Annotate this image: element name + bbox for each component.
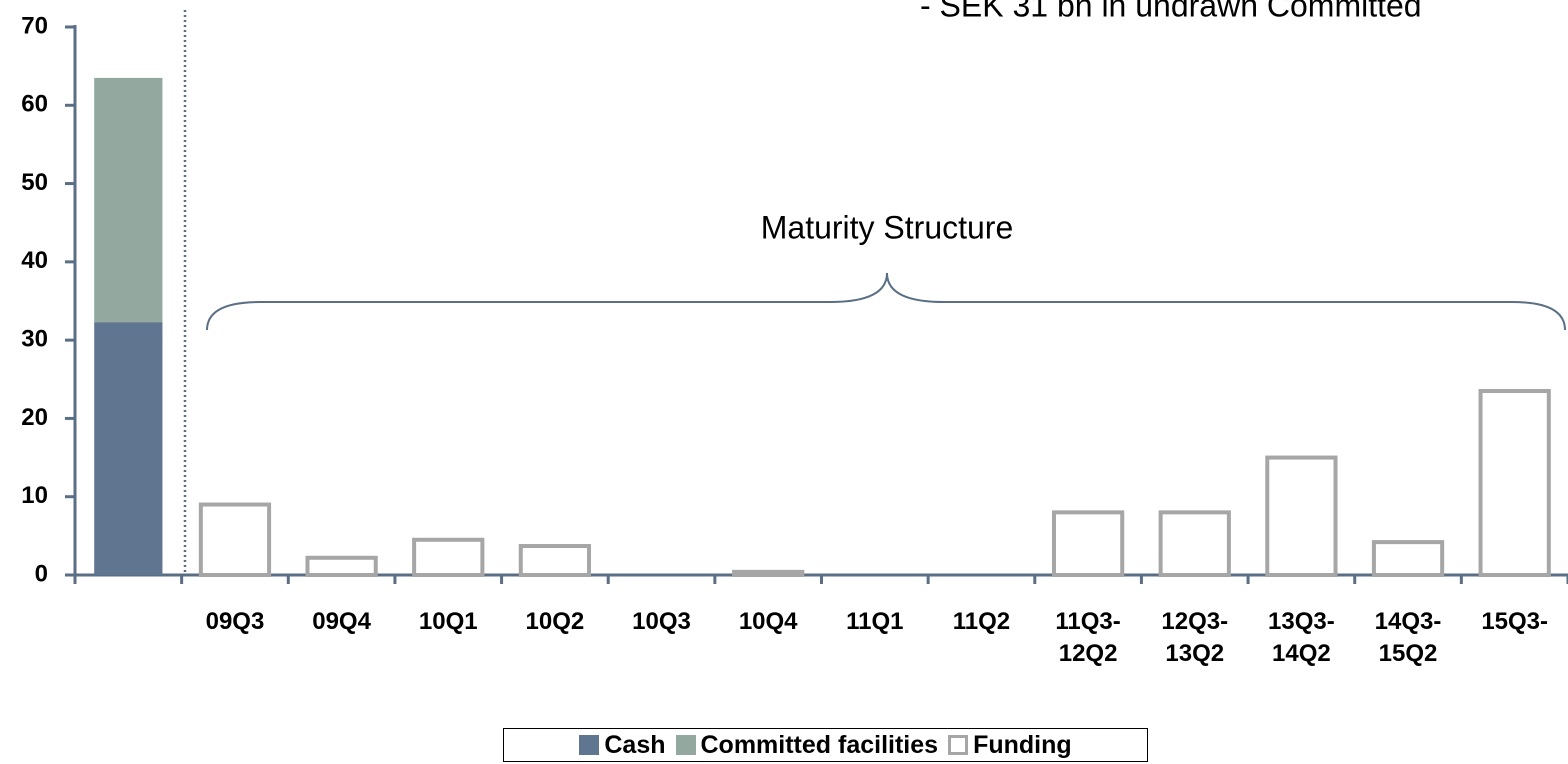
x-tick-label: 11Q2 [952,608,1011,635]
x-tick-label: 10Q3 [632,608,691,635]
bar [1265,455,1338,578]
bar [412,537,485,577]
y-tick-label: 40 [21,247,48,274]
annotation: - SEK 31 bn in undrawn Committed [920,0,1422,23]
y-tick-label: 20 [21,404,48,431]
x-tick-label: 09Q3 [205,608,265,635]
x-tick-label: 10Q1 [418,608,478,635]
x-tick-label: 14Q3- 15Q2 [1374,608,1442,667]
y-tick-label: 70 [21,12,48,39]
annotation: Maturity Structure [761,209,1014,245]
x-tick-label: 09Q4 [312,608,371,635]
bar [1478,389,1551,577]
bar [305,555,378,578]
bar [198,502,272,577]
bar [94,322,163,575]
legend-label: Cash [604,730,666,759]
x-tick-label: 10Q4 [738,608,798,635]
y-tick-label: 50 [21,169,48,196]
legend-item: Committed facilities [675,730,939,760]
legend-item: Funding [948,731,1072,760]
bar [732,569,805,578]
bar [94,77,163,323]
y-tick-label: 30 [21,325,48,352]
y-tick-label: 0 [35,560,48,587]
legend-swatch [675,735,696,755]
legend-label: Funding [973,730,1072,759]
bar [1158,510,1231,577]
y-tick-label: 60 [21,91,48,118]
x-tick-label: 13Q3- 14Q2 [1268,608,1335,667]
x-tick-label: 11Q1 [846,608,904,635]
legend-item: Cash [579,730,666,760]
legend-swatch [948,735,969,755]
x-tick-label: 12Q3- 13Q2 [1161,608,1229,667]
brace [206,272,1566,331]
bar [1371,540,1445,577]
bar [518,544,592,578]
bar [1051,510,1125,577]
x-tick-label: 15Q3- [1481,608,1549,635]
legend-swatch [579,735,600,755]
x-tick-label: 10Q2 [525,608,585,635]
x-tick-label: 11Q3- 12Q2 [1055,608,1121,667]
y-tick-label: 10 [21,482,48,509]
legend-label: Committed facilities [700,730,939,759]
legend: Cash Committed facilities Funding [503,728,1148,762]
